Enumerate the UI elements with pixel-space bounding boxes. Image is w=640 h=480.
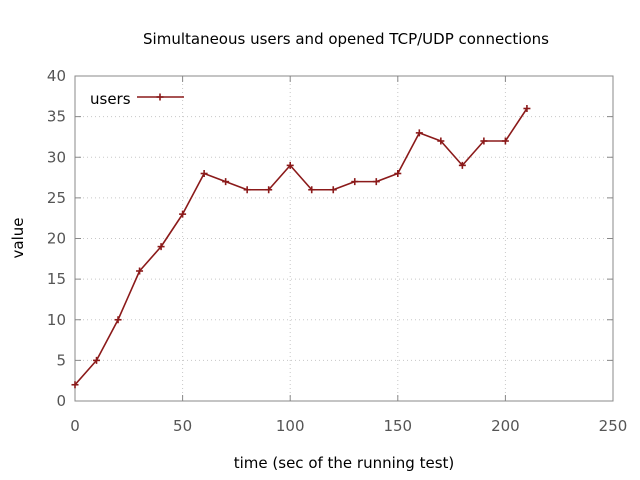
legend-marker-users xyxy=(156,93,164,101)
y-tick-label: 10 xyxy=(47,311,66,329)
legend-marker-plus xyxy=(156,93,164,101)
data-point xyxy=(415,129,423,137)
x-tick-label: 250 xyxy=(599,417,628,435)
y-tick-label: 40 xyxy=(47,67,66,85)
data-point xyxy=(265,186,273,194)
x-tick-label: 150 xyxy=(383,417,412,435)
x-tick-label: 100 xyxy=(276,417,305,435)
data-point xyxy=(222,178,230,186)
axis-ticks: 0 50 100 150 200 250 0 5 10 15 20 25 30 35 40 xyxy=(47,67,627,435)
series-line-users xyxy=(74,108,528,386)
x-tick-label: 0 xyxy=(70,417,80,435)
y-tick-label: 25 xyxy=(47,189,66,207)
data-point xyxy=(501,137,509,145)
chart-title: Simultaneous users and opened TCP/UDP co… xyxy=(143,30,549,48)
data-point xyxy=(523,105,531,112)
y-axis-label: value xyxy=(9,218,27,259)
data-point xyxy=(157,243,165,251)
x-axis-label: time (sec of the running test) xyxy=(234,454,455,472)
y-tick-label: 0 xyxy=(56,392,66,410)
data-point xyxy=(71,381,79,389)
data-point xyxy=(93,356,101,364)
x-tick-label: 50 xyxy=(173,417,192,435)
y-tick-label: 15 xyxy=(47,270,66,288)
y-tick-label: 20 xyxy=(47,230,66,248)
data-point xyxy=(329,186,337,194)
data-point xyxy=(351,178,359,186)
legend-label-users: users xyxy=(90,90,131,108)
data-point xyxy=(372,178,380,186)
y-tick-label: 5 xyxy=(56,351,66,369)
legend: users xyxy=(90,90,184,108)
series-layer xyxy=(71,105,531,389)
data-point xyxy=(200,170,208,177)
data-point xyxy=(394,170,402,177)
data-point xyxy=(437,137,445,145)
data-point xyxy=(136,267,144,275)
data-point xyxy=(114,316,122,324)
x-tick-label: 200 xyxy=(491,417,520,435)
data-point xyxy=(458,161,466,169)
y-tick-label: 35 xyxy=(47,108,66,126)
grid xyxy=(75,76,613,401)
data-point xyxy=(480,137,488,145)
data-point xyxy=(308,186,316,194)
y-tick-label: 30 xyxy=(47,148,66,166)
data-point xyxy=(286,161,294,169)
data-point xyxy=(243,186,251,194)
data-point xyxy=(179,210,187,218)
